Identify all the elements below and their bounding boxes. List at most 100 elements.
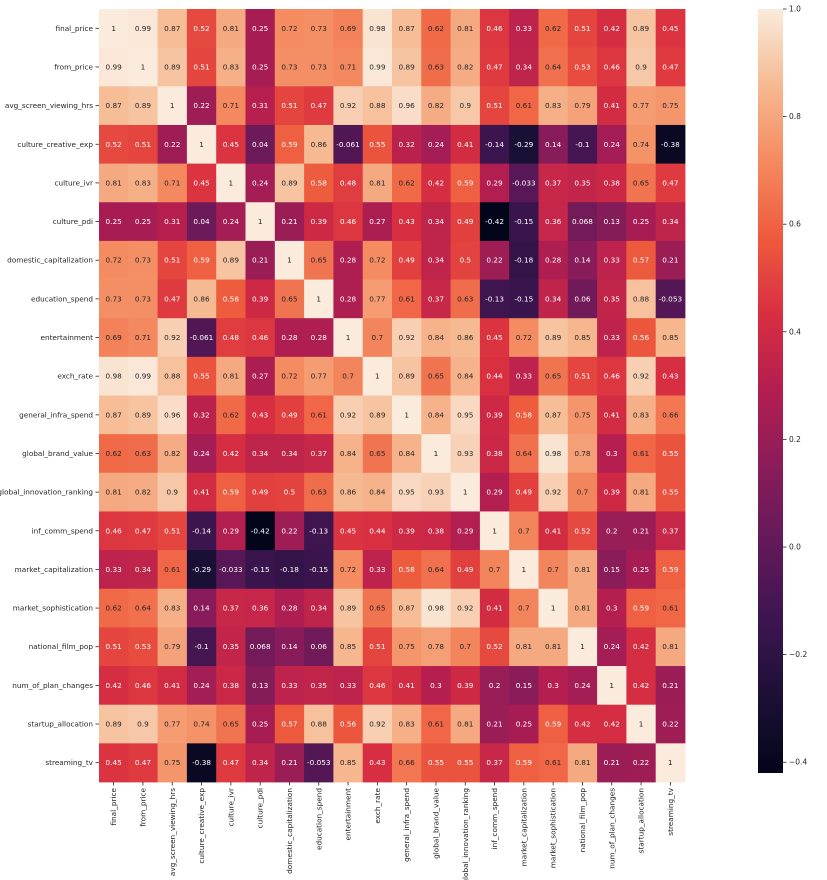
cell-value-label: -0.29 — [192, 565, 211, 574]
cell-value-label: 0.3 — [606, 604, 618, 613]
cell-value-label: 0.81 — [574, 565, 590, 574]
cell-value-label: 0.98 — [369, 24, 386, 33]
heatmap-cell — [538, 395, 569, 435]
heatmap-cell — [362, 124, 393, 164]
cell-value-label: 1 — [668, 758, 673, 767]
cell-value-label: 0.73 — [106, 294, 123, 303]
cell-value-label: 0.72 — [369, 256, 385, 265]
cell-value-label: 0.14 — [545, 140, 562, 149]
heatmap-cell — [626, 704, 657, 744]
cell-value-label: 0.28 — [281, 604, 298, 613]
heatmap-cell — [157, 395, 188, 435]
heatmap-cell — [216, 202, 246, 242]
cell-value-label: -0.061 — [190, 333, 214, 342]
cell-value-label: -0.15 — [309, 565, 328, 574]
heatmap-cell — [99, 124, 129, 164]
cell-value-label: 0.88 — [311, 720, 328, 729]
heatmap-cell — [597, 434, 627, 474]
heatmap-cell — [626, 47, 657, 87]
cell-value-label: 0.24 — [604, 140, 621, 149]
cell-value-label: -0.1 — [194, 642, 208, 651]
cell-value-label: 0.43 — [252, 410, 269, 419]
cell-value-label: 0.41 — [399, 681, 415, 690]
cell-value-label: 0.52 — [106, 140, 122, 149]
heatmap-cell — [626, 9, 657, 49]
heatmap-cell — [479, 163, 510, 203]
cell-value-label: 0.5 — [284, 488, 296, 497]
heatmap-cell — [186, 550, 217, 590]
y-tick-label: global_innovation_ranking — [0, 488, 93, 497]
cell-value-label: 0.46 — [369, 681, 386, 690]
heatmap-cell — [509, 356, 539, 396]
cell-value-label: 0.32 — [399, 140, 415, 149]
heatmap-cell — [450, 279, 481, 319]
heatmap-cell — [304, 240, 334, 280]
heatmap-cell — [450, 86, 481, 126]
heatmap-cell — [538, 588, 569, 628]
cell-value-label: 1 — [346, 333, 351, 342]
heatmap-cell — [304, 704, 334, 744]
heatmap-cell — [479, 395, 510, 435]
heatmap-cell — [304, 472, 334, 512]
cell-value-label: 0.58 — [311, 178, 328, 187]
heatmap-cell — [450, 163, 481, 203]
heatmap-cell — [655, 395, 686, 435]
cell-value-label: 0.37 — [223, 604, 240, 613]
cell-value-label: 0.21 — [633, 526, 649, 535]
heatmap-cell — [99, 472, 129, 512]
heatmap-cell — [626, 550, 657, 590]
heatmap-cell — [597, 356, 627, 396]
cell-value-label: 0.55 — [662, 449, 678, 458]
cell-value-label: -0.061 — [336, 140, 360, 149]
cell-value-label: 0.45 — [340, 526, 356, 535]
heatmap-cell — [99, 279, 129, 319]
cell-value-label: 0.64 — [428, 565, 445, 574]
cell-value-label: 0.25 — [106, 217, 122, 226]
cell-value-label: 0.21 — [486, 720, 502, 729]
cell-value-label: 0.45 — [106, 758, 122, 767]
heatmap-cell — [509, 627, 539, 667]
cell-value-label: 1 — [551, 604, 556, 613]
heatmap-cell — [538, 743, 569, 783]
heatmap-cell — [597, 472, 627, 512]
cell-value-label: 0.068 — [250, 642, 271, 651]
cell-value-label: 0.55 — [457, 758, 473, 767]
heatmap-cell — [186, 395, 217, 435]
heatmap-cell — [245, 588, 276, 628]
cell-value-label: 0.95 — [457, 410, 473, 419]
cell-value-label: -0.15 — [251, 565, 270, 574]
cell-value-label: 0.87 — [399, 604, 416, 613]
cell-value-label: 1 — [609, 681, 614, 690]
cell-value-label: 0.3 — [606, 449, 618, 458]
cell-value-label: 0.82 — [457, 62, 473, 71]
heatmap-cell — [333, 666, 364, 706]
cell-value-label: 0.89 — [135, 410, 152, 419]
heatmap-cell — [362, 588, 393, 628]
heatmap-cell — [99, 550, 129, 590]
cell-value-label: 0.39 — [486, 410, 503, 419]
x-tick-label: national_film_pop — [578, 788, 587, 853]
heatmap-cell — [245, 511, 276, 551]
heatmap-cell — [450, 511, 481, 551]
cell-value-label: 0.14 — [193, 604, 210, 613]
heatmap-cell — [567, 240, 598, 280]
cell-value-label: 1 — [170, 101, 175, 110]
heatmap-cell — [274, 472, 305, 512]
cell-value-label: 0.83 — [399, 720, 416, 729]
heatmap-cell — [333, 627, 364, 667]
heatmap-cell — [157, 550, 188, 590]
cell-value-label: 0.04 — [252, 140, 269, 149]
heatmap-cell — [333, 240, 364, 280]
heatmap-cell — [392, 550, 422, 590]
heatmap-cell — [304, 9, 334, 49]
cell-value-label: 0.55 — [662, 488, 678, 497]
heatmap-cell — [274, 434, 305, 474]
heatmap-cell — [626, 240, 657, 280]
cell-value-label: 0.48 — [340, 178, 357, 187]
x-tick-label: education_spend — [314, 788, 323, 850]
cell-value-label: 0.34 — [281, 449, 298, 458]
cell-value-label: 0.61 — [164, 565, 180, 574]
cell-value-label: -0.15 — [514, 294, 533, 303]
cell-value-label: 0.21 — [662, 681, 678, 690]
heatmap-cell — [626, 279, 657, 319]
